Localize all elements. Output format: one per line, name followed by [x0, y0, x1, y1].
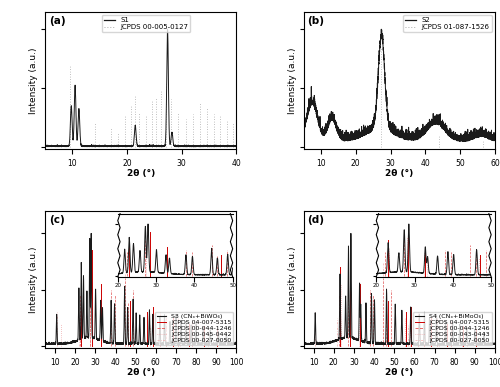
Y-axis label: Intensity (a.u.): Intensity (a.u.) — [288, 47, 296, 113]
Legend: S2, JCPDS 01-087-1526: S2, JCPDS 01-087-1526 — [404, 15, 492, 32]
Text: (d): (d) — [308, 215, 324, 225]
X-axis label: 2θ (°): 2θ (°) — [126, 368, 155, 377]
X-axis label: 2θ (°): 2θ (°) — [385, 169, 414, 178]
Y-axis label: Intensity (a.u.): Intensity (a.u.) — [29, 47, 38, 113]
Legend: S3 (CNₓ+BiWO₆), JCPDS 04-007-5315, JCPDS 00-044-1246, JCPDS 00-045-0442, JCPDS 0: S3 (CNₓ+BiWO₆), JCPDS 04-007-5315, JCPDS… — [154, 312, 234, 345]
Text: (a): (a) — [49, 16, 66, 26]
X-axis label: 2θ (°): 2θ (°) — [385, 368, 414, 377]
Y-axis label: Intensity (a.u.): Intensity (a.u.) — [29, 247, 38, 313]
Text: (c): (c) — [49, 215, 64, 225]
Legend: S4 (CNₓ+BiMoO₆), JCPDS 04-007-5315, JCPDS 00-044-1246, JCPDS 00-043-0443, JCPDS : S4 (CNₓ+BiMoO₆), JCPDS 04-007-5315, JCPD… — [413, 312, 492, 345]
Legend: S1, JCPDS 00-005-0127: S1, JCPDS 00-005-0127 — [102, 15, 190, 32]
Text: (b): (b) — [308, 16, 324, 26]
X-axis label: 2θ (°): 2θ (°) — [126, 169, 155, 178]
Y-axis label: Intensity (a.u.): Intensity (a.u.) — [288, 247, 296, 313]
